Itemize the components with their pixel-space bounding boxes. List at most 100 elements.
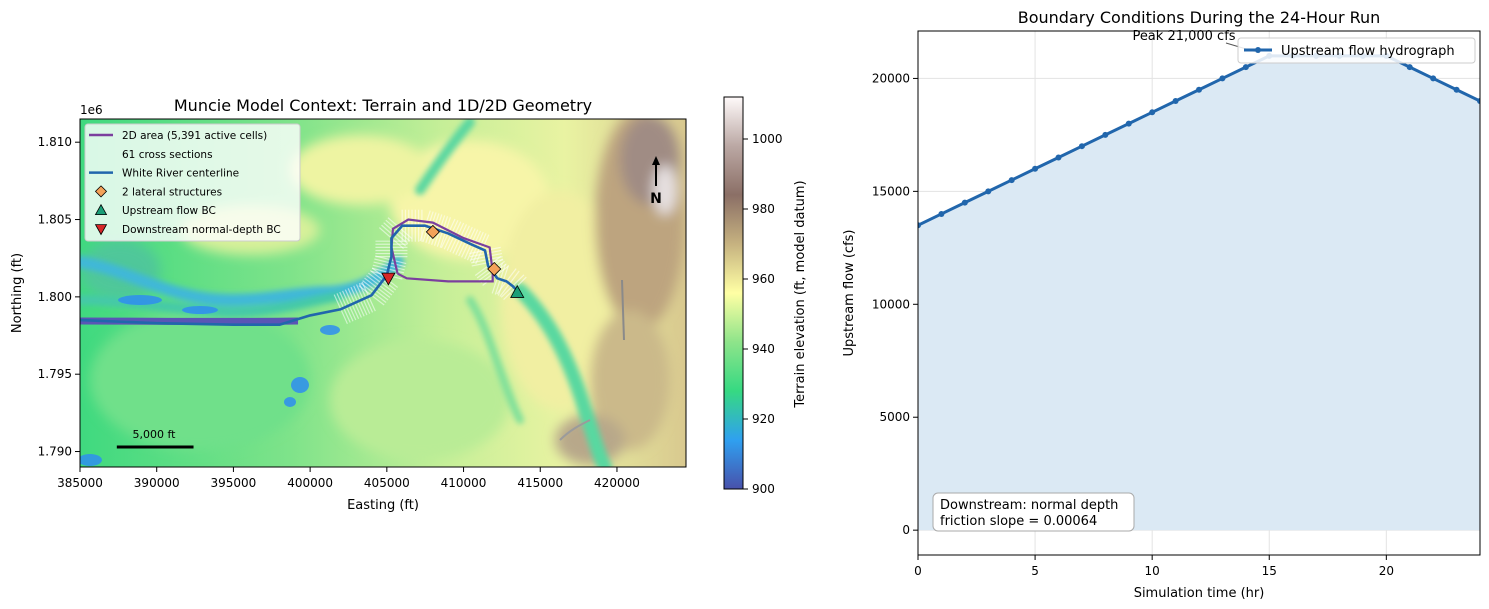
map-y-axis-ticks: 1.790 1.795 1.800 1.805 1.810 <box>38 135 80 459</box>
river-centerline <box>80 224 519 327</box>
hydrograph-y-axis-ticks: 0 5000 10000 15000 20000 <box>872 71 918 537</box>
model-geometry <box>80 218 525 327</box>
hydrograph-legend: Upstream flow hydrograph <box>1237 37 1476 64</box>
colorbar-label: Terrain elevation (ft, model datum) <box>793 180 808 408</box>
hydrograph-point <box>1149 109 1156 116</box>
map-legend-item: Downstream normal-depth BC <box>94 224 281 236</box>
colorbar-tick-label: 980 <box>752 202 775 216</box>
hydrograph-y-tick-label: 0 <box>902 523 910 537</box>
scale-bar-label: 5,000 ft <box>133 428 177 441</box>
map-x-tick-label: 405000 <box>364 476 410 490</box>
hydrograph-x-axis-label: Simulation time (hr) <box>1134 586 1265 601</box>
hydrograph-point <box>1196 86 1202 93</box>
map-x-tick-label: 410000 <box>441 476 487 490</box>
map-legend-item: 2 lateral structures <box>94 185 222 198</box>
lateral-structure-marker <box>425 224 440 239</box>
map-legend-item: 61 cross sections <box>122 149 213 161</box>
hydrograph-y-tick-label: 15000 <box>872 184 910 198</box>
hydrograph-point <box>1032 165 1039 172</box>
map-legend-item: 2D area (5,391 active cells) <box>89 130 267 142</box>
hydrograph-y-axis-label: Upstream flow (cfs) <box>842 229 857 356</box>
hydrograph-point <box>918 222 921 229</box>
colorbar: 900 920 940 960 980 1000 Terrain elevation (f… <box>723 96 808 496</box>
colorbar-ticks: 900 920 940 960 980 1000 <box>743 132 783 496</box>
map-x-tick-label: 400000 <box>287 476 333 490</box>
map-legend-item: Upstream flow BC <box>94 203 216 217</box>
hydrograph-point <box>985 188 992 195</box>
map-x-tick-label: 390000 <box>134 476 180 490</box>
hydrograph-point <box>1219 75 1226 82</box>
map-frame <box>79 118 687 468</box>
hydrograph-point <box>1406 64 1413 71</box>
hydrograph-area-fill <box>918 55 1480 531</box>
hydrograph-x-tick-label: 15 <box>1262 564 1277 578</box>
map-legend-label: 61 cross sections <box>122 149 213 161</box>
hydrograph-x-tick-label: 10 <box>1145 564 1160 578</box>
hydrograph-point <box>938 210 945 217</box>
hydrograph-x-tick-label: 20 <box>1379 564 1394 578</box>
downstream-note-line1: Downstream: normal depth <box>940 498 1118 513</box>
hydrograph-title: Boundary Conditions During the 24-Hour R… <box>1018 8 1381 27</box>
hydrograph-point <box>1453 86 1460 93</box>
map-legend-label: Upstream flow BC <box>122 205 216 217</box>
map-y-axis-label: Northing (ft) <box>10 253 25 333</box>
hydrograph-point <box>1477 98 1480 105</box>
map-legend: 2D area (5,391 active cells) 61 cross sec… <box>84 123 301 242</box>
map-x-tick-label: 420000 <box>594 476 640 490</box>
terrain-raster <box>80 119 686 467</box>
upstream-bc-marker <box>510 284 525 298</box>
downstream-note-line2: friction slope = 0.00064 <box>940 514 1097 529</box>
hydrograph-frame <box>917 30 1481 556</box>
map-y-tick-label: 1.795 <box>38 367 72 381</box>
peak-annotation-text: Peak 21,000 cfs <box>1132 29 1235 44</box>
colorbar-tick-label: 960 <box>752 272 775 286</box>
hydrograph-x-tick-label: 0 <box>914 564 922 578</box>
map-x-tick-label: 385000 <box>57 476 103 490</box>
lateral-structure-marker <box>487 261 502 277</box>
map-legend-label: Downstream normal-depth BC <box>122 224 281 236</box>
hydrograph-point <box>1242 64 1249 71</box>
map-x-axis-label: Easting (ft) <box>347 498 419 513</box>
map-x-tick-label: 395000 <box>211 476 257 490</box>
downstream-bc-marker <box>381 272 396 286</box>
hydrograph-x-tick-label: 5 <box>1031 564 1039 578</box>
north-arrow-label: N <box>650 191 662 207</box>
hydrograph-point <box>1172 98 1179 105</box>
colorbar-gradient <box>723 96 744 490</box>
colorbar-tick-label: 920 <box>752 412 775 426</box>
map-y-offset-label: 1e6 <box>80 103 103 117</box>
hydrograph-point <box>1430 75 1437 82</box>
scale-bar: 5,000 ft <box>116 428 194 449</box>
2d-area-boundary <box>390 218 494 283</box>
hydrograph-legend-label: Upstream flow hydrograph <box>1281 44 1455 59</box>
colorbar-tick-label: 1000 <box>752 132 783 146</box>
map-y-tick-label: 1.800 <box>38 290 72 304</box>
north-arrow: N <box>650 156 662 207</box>
downstream-note: Downstream: normal depth friction slope … <box>932 492 1135 532</box>
hydrograph-point <box>961 199 968 206</box>
terrain-map-panel: Muncie Model Context: Terrain and 1D/2D … <box>10 96 808 513</box>
map-y-tick-label: 1.805 <box>38 213 72 227</box>
hydrograph-point <box>1102 131 1109 138</box>
hydrograph-point <box>1078 143 1085 150</box>
map-x-tick-label: 415000 <box>517 476 563 490</box>
map-legend-item: White River centerline <box>89 168 239 180</box>
map-title: Muncie Model Context: Terrain and 1D/2D … <box>174 96 592 115</box>
map-legend-label: 2D area (5,391 active cells) <box>122 130 267 142</box>
hydrograph-point <box>1008 177 1015 184</box>
hydrograph-y-tick-label: 20000 <box>872 71 910 85</box>
map-y-tick-label: 1.810 <box>38 135 72 149</box>
colorbar-tick-label: 940 <box>752 342 775 356</box>
map-x-axis-ticks: 385000 390000 395000 400000 405000 410000 4150… <box>57 467 640 490</box>
hydrograph-x-axis-ticks: 0 5 10 15 20 <box>914 555 1394 578</box>
map-legend-label: 2 lateral structures <box>122 186 222 198</box>
colorbar-tick-label: 900 <box>752 482 775 496</box>
hydrograph-point <box>1125 120 1132 127</box>
hydrograph-y-tick-label: 10000 <box>872 297 910 311</box>
hydrograph-point <box>1055 154 1062 161</box>
map-y-tick-label: 1.790 <box>38 445 72 459</box>
hydrograph-panel: Boundary Conditions During the 24-Hour R… <box>842 8 1481 601</box>
hydrograph-y-tick-label: 5000 <box>879 410 910 424</box>
map-legend-label: White River centerline <box>122 168 239 180</box>
